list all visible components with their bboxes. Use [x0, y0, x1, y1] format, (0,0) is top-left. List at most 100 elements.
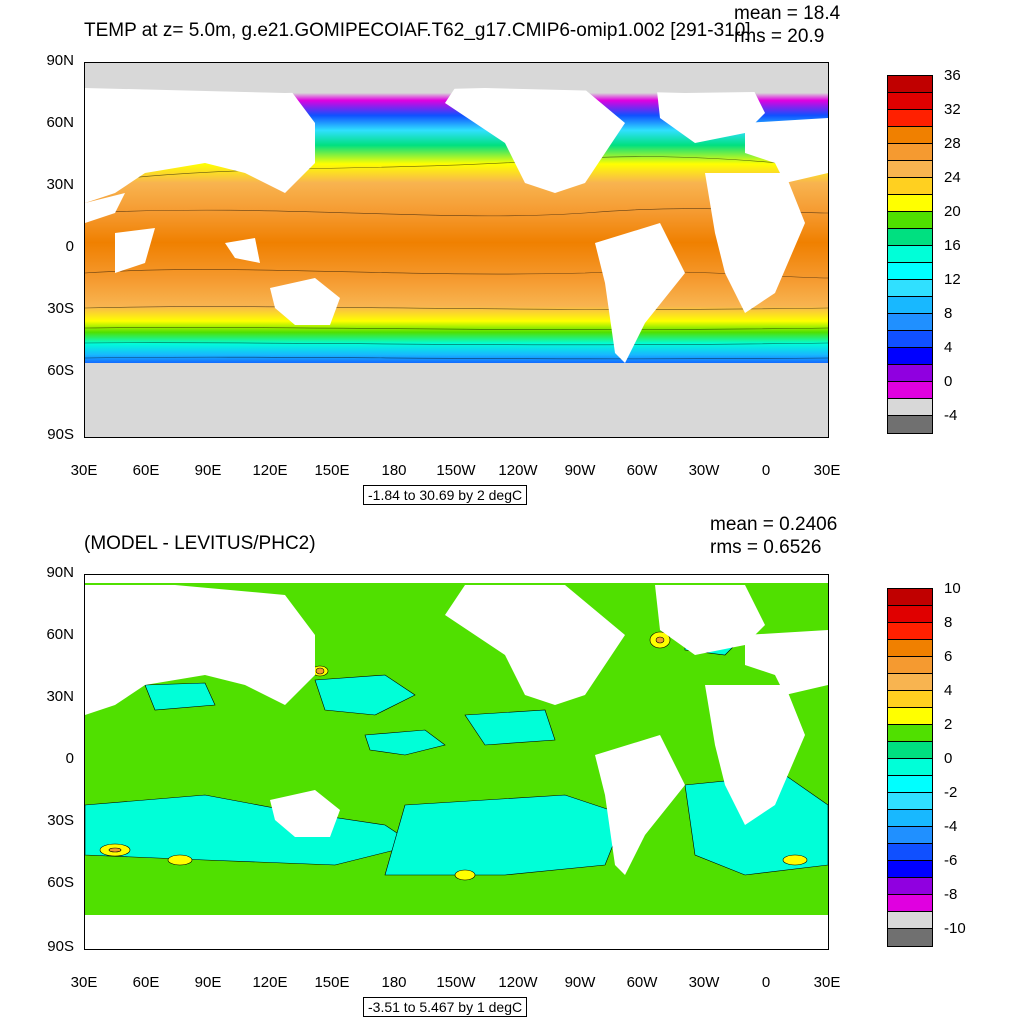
lat-label: 60N	[46, 626, 74, 643]
mean-value: mean = 18.4	[734, 3, 841, 24]
colorbar-cell	[888, 657, 932, 674]
colorbar-label: 6	[944, 648, 953, 665]
colorbar-cell	[888, 606, 932, 623]
colorbar-label: -6	[944, 852, 958, 869]
lon-label: 120E	[252, 974, 288, 991]
lat-label: 60S	[47, 874, 74, 891]
colorbar-cell	[888, 708, 932, 725]
colorbar-cell	[888, 399, 932, 416]
colorbar-cell	[888, 759, 932, 776]
contour-info: -3.51 to 5.467 by 1 degC	[363, 997, 528, 1017]
colorbar-cell	[888, 212, 932, 229]
lon-label: 90E	[194, 974, 222, 991]
colorbar-cell	[888, 861, 932, 878]
colorbar-label: -8	[944, 886, 958, 903]
difference-panel: (MODEL - LEVITUS/PHC2) mean = 0.2406 rms…	[0, 512, 1024, 1024]
colorbar-label: -4	[944, 407, 958, 424]
colorbar-cell	[888, 589, 932, 606]
plot-title: (MODEL - LEVITUS/PHC2)	[84, 533, 316, 554]
colorbar	[887, 75, 933, 434]
colorbar-cell	[888, 331, 932, 348]
colorbar-cell	[888, 742, 932, 759]
rms-value: rms = 20.9	[734, 26, 825, 47]
colorbar-cell	[888, 127, 932, 144]
colorbar-cell	[888, 844, 932, 861]
lon-label: 30E	[813, 974, 841, 991]
lon-label: 150W	[436, 974, 476, 991]
lat-label: 0	[65, 238, 74, 255]
colorbar-label: 0	[944, 750, 953, 767]
lon-label: 30E	[813, 462, 841, 479]
colorbar-cell	[888, 195, 932, 212]
colorbar-cell	[888, 912, 932, 929]
lon-label: 30W	[688, 462, 720, 479]
lon-label: 0	[761, 974, 771, 991]
colorbar-cell	[888, 674, 932, 691]
lat-label: 60S	[47, 362, 74, 379]
colorbar-cell	[888, 827, 932, 844]
colorbar-cell	[888, 314, 932, 331]
lon-label: 90E	[194, 462, 222, 479]
colorbar-label: 10	[944, 580, 961, 597]
colorbar-cell	[888, 246, 932, 263]
colorbar-label: 28	[944, 135, 961, 152]
colorbar-label: 0	[944, 373, 953, 390]
lat-label: 30N	[46, 176, 74, 193]
colorbar-label: 24	[944, 169, 961, 186]
contour-info: -1.84 to 30.69 by 2 degC	[363, 485, 528, 505]
colorbar-cell	[888, 640, 932, 657]
colorbar-label: 2	[944, 716, 953, 733]
colorbar	[887, 588, 933, 947]
temperature-map	[84, 62, 829, 438]
lon-label: 60W	[626, 974, 658, 991]
colorbar-cell	[888, 76, 932, 93]
colorbar-label: 16	[944, 237, 961, 254]
sea-ice	[85, 63, 828, 437]
colorbar-cell	[888, 161, 932, 178]
lon-label: 90W	[564, 974, 596, 991]
lat-label: 30S	[47, 812, 74, 829]
plot-title: TEMP at z= 5.0m, g.e21.GOMIPECOIAF.T62_g…	[84, 20, 751, 41]
colorbar-label: -4	[944, 818, 958, 835]
colorbar-label: 20	[944, 203, 961, 220]
rms-value: rms = 0.6526	[710, 537, 822, 558]
lon-label: 150E	[314, 974, 350, 991]
colorbar-label: 8	[944, 614, 953, 631]
lon-label: 90W	[564, 462, 596, 479]
lon-label: 60W	[626, 462, 658, 479]
colorbar-label: -10	[944, 920, 966, 937]
lon-label: 150E	[314, 462, 350, 479]
colorbar-cell	[888, 895, 932, 912]
colorbar-label: 32	[944, 101, 961, 118]
lon-label: 120W	[498, 974, 538, 991]
colorbar-cell	[888, 178, 932, 195]
lon-label: 60E	[132, 462, 160, 479]
colorbar-cell	[888, 776, 932, 793]
colorbar-label: 4	[944, 339, 953, 356]
mean-value: mean = 0.2406	[710, 514, 838, 535]
lon-label: 60E	[132, 974, 160, 991]
colorbar-cell	[888, 878, 932, 895]
lon-label: 180	[381, 462, 407, 479]
colorbar-cell	[888, 382, 932, 399]
lat-label: 90N	[46, 564, 74, 581]
lat-label: 90S	[47, 938, 74, 955]
land-masses	[85, 575, 828, 949]
lat-label: 90N	[46, 52, 74, 69]
colorbar-label: 4	[944, 682, 953, 699]
colorbar-label: 8	[944, 305, 953, 322]
colorbar-cell	[888, 793, 932, 810]
colorbar-label: 36	[944, 67, 961, 84]
colorbar-cell	[888, 280, 932, 297]
colorbar-cell	[888, 810, 932, 827]
lon-label: 30W	[688, 974, 720, 991]
lon-label: 120E	[252, 462, 288, 479]
lat-label: 90S	[47, 426, 74, 443]
lon-label: 30E	[70, 974, 98, 991]
colorbar-cell	[888, 144, 932, 161]
lon-label: 0	[761, 462, 771, 479]
lon-label: 30E	[70, 462, 98, 479]
colorbar-cell	[888, 297, 932, 314]
lon-label: 150W	[436, 462, 476, 479]
colorbar-label: -2	[944, 784, 958, 801]
